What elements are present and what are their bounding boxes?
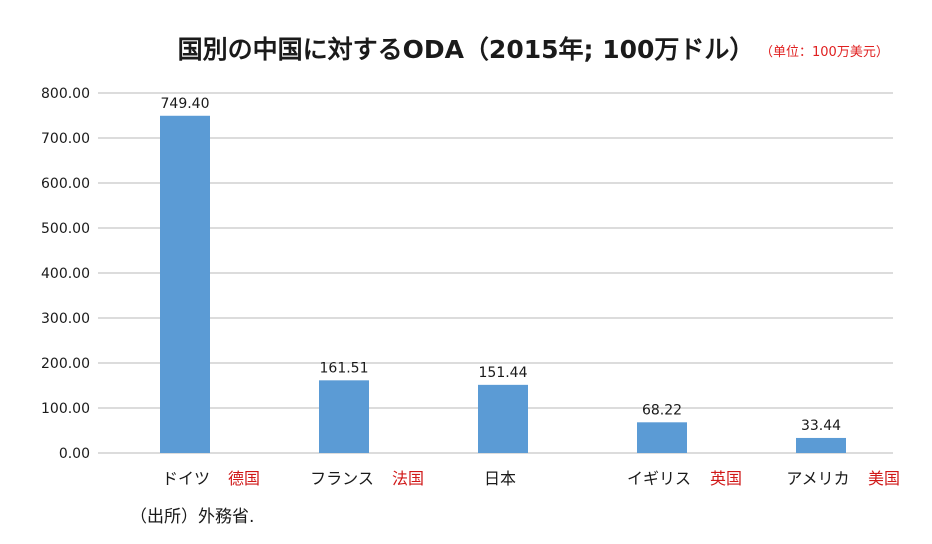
y-tick-label: 800.00 <box>41 86 90 102</box>
category-label: フランス <box>310 469 374 488</box>
data-labels: 749.40 161.51 151.44 68.22 33.44 <box>161 96 842 434</box>
data-label: 151.44 <box>479 365 528 381</box>
chart-title: 国別の中国に対するODA（2015年; 100万ドル） <box>178 35 755 64</box>
data-label: 68.22 <box>642 402 682 418</box>
category-label: アメリカ <box>786 469 849 488</box>
bar-0 <box>160 115 210 454</box>
y-tick-label: 300.00 <box>41 311 90 327</box>
category-label: ドイツ <box>162 469 210 488</box>
category-label: 日本 <box>484 469 516 488</box>
bar-3 <box>637 422 687 453</box>
data-label: 161.51 <box>320 360 369 376</box>
data-label: 749.40 <box>161 96 210 112</box>
y-tick-label: 0.00 <box>59 446 90 462</box>
category-annotation: 德国 <box>228 469 260 488</box>
y-tick-label: 500.00 <box>41 221 90 237</box>
source-note: （出所）外務省. <box>130 507 254 527</box>
y-tick-label: 700.00 <box>41 131 90 147</box>
y-tick-label: 200.00 <box>41 356 90 372</box>
y-tick-label: 100.00 <box>41 401 90 417</box>
y-tick-label: 600.00 <box>41 176 90 192</box>
y-axis-ticks: 0.00 100.00 200.00 300.00 400.00 500.00 600.00… <box>41 86 90 462</box>
category-label: イギリス <box>627 469 691 488</box>
category-annotation: 法国 <box>392 469 424 488</box>
unit-note: （单位：100万美元） <box>760 45 889 60</box>
bars <box>160 115 846 454</box>
y-tick-label: 400.00 <box>41 266 90 282</box>
x-axis-categories: ドイツ 德国 フランス 法国 日本 イギリス 英国 アメリカ 美国 <box>162 469 900 488</box>
grid-lines <box>98 92 893 454</box>
data-label: 33.44 <box>801 418 841 434</box>
category-annotation: 英国 <box>710 469 742 488</box>
bar-1 <box>319 380 369 453</box>
category-annotation: 美国 <box>868 469 900 488</box>
bar-4 <box>796 437 846 453</box>
bar-2 <box>478 384 528 453</box>
